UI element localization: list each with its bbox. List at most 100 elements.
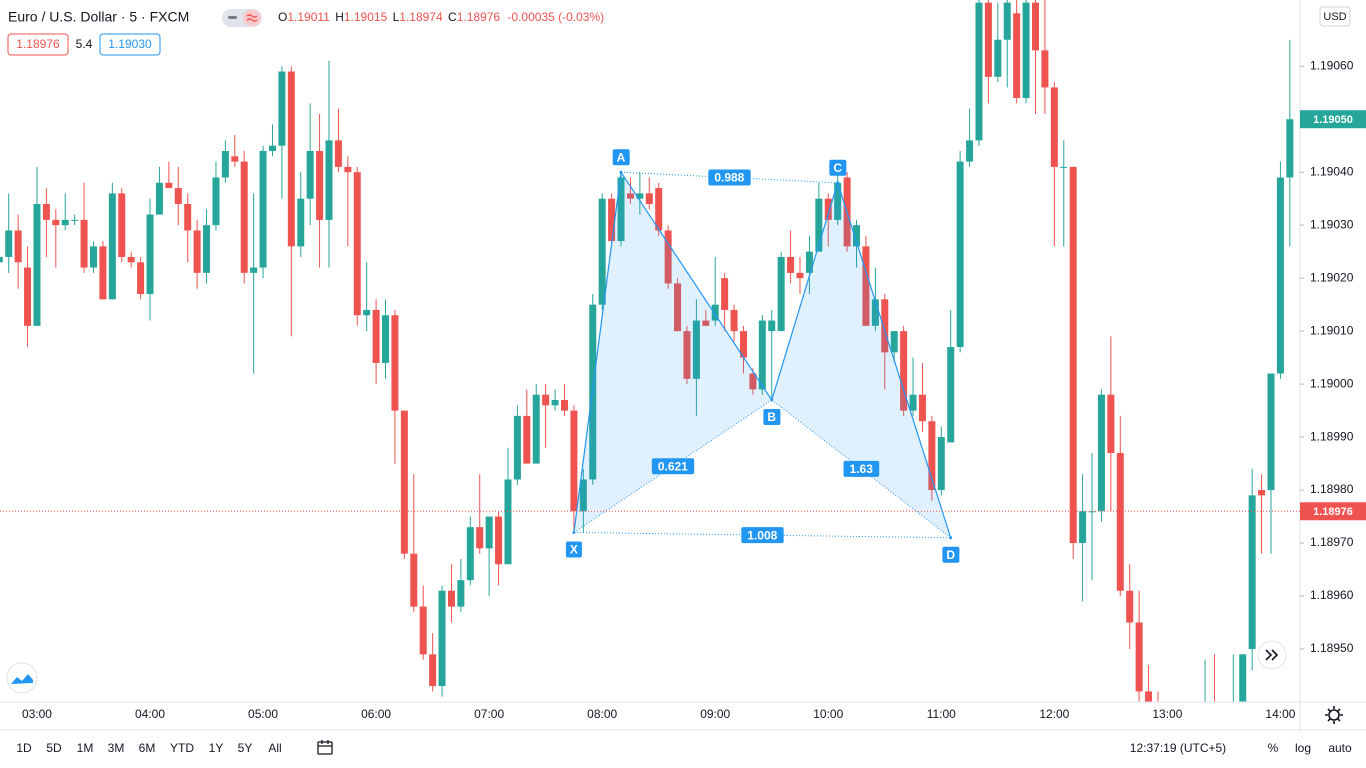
- range-button[interactable]: 6M: [139, 741, 156, 755]
- x-tick-label: 07:00: [474, 707, 504, 721]
- candle-body: [966, 140, 974, 162]
- candle-body: [1267, 373, 1275, 491]
- candle-body: [466, 527, 474, 581]
- candle-body: [1097, 394, 1105, 512]
- price-badge-label: 1.18976: [1313, 506, 1353, 518]
- range-button[interactable]: YTD: [170, 741, 194, 755]
- candle-body: [184, 203, 192, 231]
- pattern-ratio: 1.008: [747, 528, 777, 542]
- range-button[interactable]: 1D: [16, 741, 32, 755]
- ask-price: 1.19030: [108, 37, 152, 51]
- candle-body: [165, 182, 173, 189]
- candle-body: [90, 246, 97, 268]
- candle-body: [749, 373, 757, 390]
- candle-body: [174, 188, 182, 204]
- candle-body: [947, 347, 955, 443]
- candle-body: [485, 516, 493, 549]
- symbol-title[interactable]: Euro / U.S. Dollar · 5 · FXCM: [8, 9, 189, 25]
- ohlc-value: 1.19015: [344, 10, 388, 24]
- candle-body: [890, 331, 898, 353]
- candle-body: [674, 283, 682, 332]
- harmonic-pattern[interactable]: 0.988 0.621 1.63 1.008 X A B C D: [565, 149, 960, 563]
- candle-body: [33, 203, 41, 326]
- candle-body: [683, 331, 691, 379]
- pattern-point-label-bg: [565, 541, 582, 558]
- range-button[interactable]: 1M: [77, 741, 94, 755]
- range-button[interactable]: 1Y: [209, 741, 224, 755]
- axis-option[interactable]: auto: [1328, 741, 1352, 755]
- candle-body: [71, 219, 79, 221]
- candle-body: [1107, 394, 1115, 453]
- candle-body: [636, 193, 644, 199]
- candle-body: [1135, 622, 1143, 692]
- candle-body: [1145, 691, 1153, 702]
- candle-body: [1041, 50, 1049, 88]
- candle-body: [1116, 452, 1124, 591]
- pattern-point-label: B: [767, 410, 776, 424]
- candle-body: [608, 198, 616, 242]
- candle-body: [834, 182, 842, 220]
- pattern-ratio-badge: 1.63: [843, 460, 880, 477]
- x-tick-label: 05:00: [248, 707, 278, 721]
- y-tick-label: 1.19010: [1310, 323, 1354, 337]
- candle-body: [137, 262, 145, 295]
- price-badge: [1300, 502, 1366, 521]
- clock: 12:37:19 (UTC+5): [1130, 741, 1226, 755]
- y-tick-label: 1.19060: [1310, 58, 1354, 72]
- range-button[interactable]: 5D: [46, 741, 62, 755]
- scroll-to-latest[interactable]: [1257, 640, 1287, 670]
- candle-body: [909, 394, 917, 411]
- sell-button[interactable]: 1.18976: [7, 33, 69, 56]
- x-tick-label: 08:00: [587, 707, 617, 721]
- candle-body: [118, 193, 126, 257]
- pattern-ratio: 0.621: [658, 459, 688, 473]
- pattern-ratio-bg: [708, 169, 751, 186]
- axis-option[interactable]: %: [1268, 741, 1279, 755]
- candle-body: [268, 145, 276, 151]
- candle-body: [561, 400, 568, 411]
- currency-badge[interactable]: USD: [1319, 6, 1351, 27]
- pattern-ratio: 0.988: [714, 171, 744, 185]
- x-tick-label: 06:00: [361, 707, 391, 721]
- candle-body: [655, 188, 663, 231]
- candle-body: [382, 315, 390, 363]
- range-button[interactable]: 5Y: [238, 741, 253, 755]
- candle-body: [155, 182, 163, 215]
- x-tick-label: 11:00: [927, 707, 956, 721]
- visibility-toggle[interactable]: [222, 9, 262, 27]
- range-button[interactable]: All: [268, 741, 281, 755]
- candle-body: [513, 415, 521, 480]
- pattern-ratio-badge: 0.621: [651, 458, 695, 475]
- candle-body: [542, 394, 550, 406]
- y-tick-label: 1.19020: [1310, 270, 1354, 284]
- y-tick-label: 1.18950: [1310, 641, 1354, 655]
- settings-button[interactable]: [1325, 706, 1343, 724]
- spread: 5.4: [76, 37, 93, 51]
- y-tick-label: 1.18970: [1310, 535, 1354, 549]
- candle-body: [231, 156, 239, 162]
- pattern-area: [573, 172, 772, 533]
- pattern-point-label-bg: [763, 409, 781, 426]
- candle-body: [1060, 166, 1068, 168]
- range-button[interactable]: 3M: [108, 741, 125, 755]
- candle-body: [937, 437, 945, 491]
- pattern-point: [619, 170, 623, 174]
- candle-body: [447, 590, 455, 607]
- buy-button[interactable]: 1.19030: [99, 33, 161, 56]
- candle-body: [212, 177, 220, 226]
- y-tick-label: 1.19040: [1310, 164, 1354, 178]
- candle-body: [862, 246, 870, 326]
- date-range-button[interactable]: [317, 740, 333, 755]
- axis-option[interactable]: log: [1295, 741, 1311, 755]
- candle-body: [805, 251, 813, 273]
- candle-body: [14, 230, 22, 263]
- candle-body: [598, 198, 606, 305]
- x-tick-label: 14:00: [1265, 707, 1295, 721]
- ohlc-values: O1.19011 H1.19015 L1.18974 C1.18976 -0.0…: [278, 10, 604, 24]
- candle-body: [1022, 2, 1030, 99]
- candle-body: [711, 304, 719, 321]
- logo-button[interactable]: [6, 662, 38, 694]
- candle-body: [579, 479, 587, 512]
- candle-body: [193, 230, 201, 273]
- y-tick-label: 1.18990: [1310, 429, 1354, 443]
